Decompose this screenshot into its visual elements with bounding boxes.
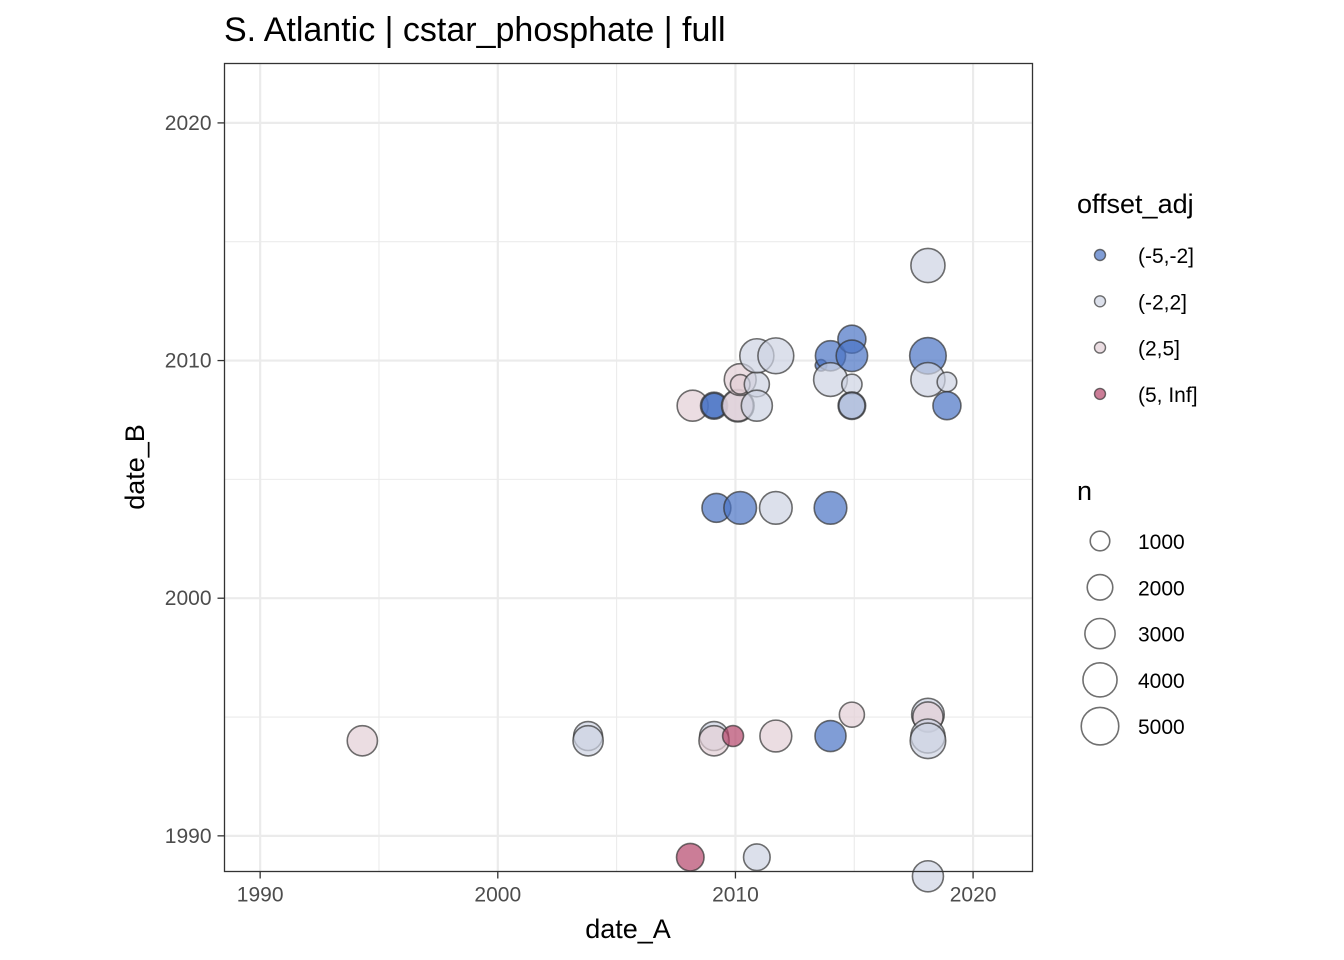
color-legend-key — [1093, 248, 1107, 262]
data-point — [813, 490, 848, 526]
x-tick-label: 2020 — [950, 884, 997, 907]
data-point — [932, 390, 962, 421]
plot-border — [223, 62, 1034, 873]
y-axis-title: date_B — [120, 424, 150, 510]
x-axis-title: date_A — [585, 914, 671, 944]
color-legend-key — [1093, 295, 1107, 308]
data-point — [814, 719, 847, 753]
size-legend-label: 3000 — [1138, 624, 1185, 647]
data-point — [838, 391, 866, 420]
color-legend-key — [1093, 341, 1107, 354]
x-tick-label: 1990 — [237, 884, 284, 907]
color-legend-label: (5, Inf] — [1138, 384, 1198, 407]
data-point — [759, 719, 793, 753]
color-legend-label: (-5,-2] — [1138, 245, 1194, 268]
size-legend-label: 1000 — [1138, 531, 1185, 554]
data-point — [740, 389, 774, 423]
data-point — [572, 724, 604, 757]
size-legend-key — [1082, 662, 1118, 698]
size-legend-key — [1089, 530, 1111, 552]
data-point — [758, 490, 793, 526]
size-legend-key — [1080, 706, 1120, 746]
data-point — [742, 843, 771, 872]
color-legend-label: (-2,2] — [1138, 291, 1187, 314]
size-legend-label: 4000 — [1138, 670, 1185, 693]
data-point — [721, 724, 745, 748]
x-tick-label: 2010 — [712, 884, 759, 907]
plot-background — [224, 63, 1033, 872]
data-point — [909, 722, 947, 760]
y-tick-label: 2020 — [165, 112, 212, 135]
y-tick-label: 1990 — [165, 825, 212, 848]
size-legend-label: 5000 — [1138, 716, 1185, 739]
y-tick-label: 2000 — [165, 587, 212, 610]
x-tick-label: 2000 — [474, 884, 521, 907]
size-legend-key — [1086, 573, 1114, 601]
axis-ticks: 1990 2000 2010 2020 1990 2000 2010 2020 — [165, 112, 997, 907]
data-point — [346, 724, 379, 757]
data-point — [838, 701, 866, 728]
size-legend-label: 2000 — [1138, 577, 1185, 600]
data-point — [835, 339, 869, 373]
points — [346, 247, 962, 893]
grid — [224, 63, 1033, 872]
size-legend-key — [1084, 617, 1116, 650]
data-point — [675, 842, 705, 872]
color-legend-title: offset_adj — [1077, 189, 1194, 219]
chart-title: S. Atlantic | cstar_phosphate | full — [224, 11, 726, 49]
legend: offset_adj (-5,-2] (-2,2] (2,5] (5, Inf] n 100… — [1077, 189, 1198, 746]
color-legend-label: (2,5] — [1138, 338, 1180, 361]
data-point — [910, 247, 946, 284]
data-point — [936, 371, 958, 393]
data-point — [911, 859, 945, 893]
y-tick-label: 2010 — [165, 350, 212, 373]
size-legend-title: n — [1077, 476, 1092, 506]
data-point — [723, 490, 758, 526]
color-legend-key — [1093, 387, 1107, 401]
data-point — [757, 337, 795, 375]
